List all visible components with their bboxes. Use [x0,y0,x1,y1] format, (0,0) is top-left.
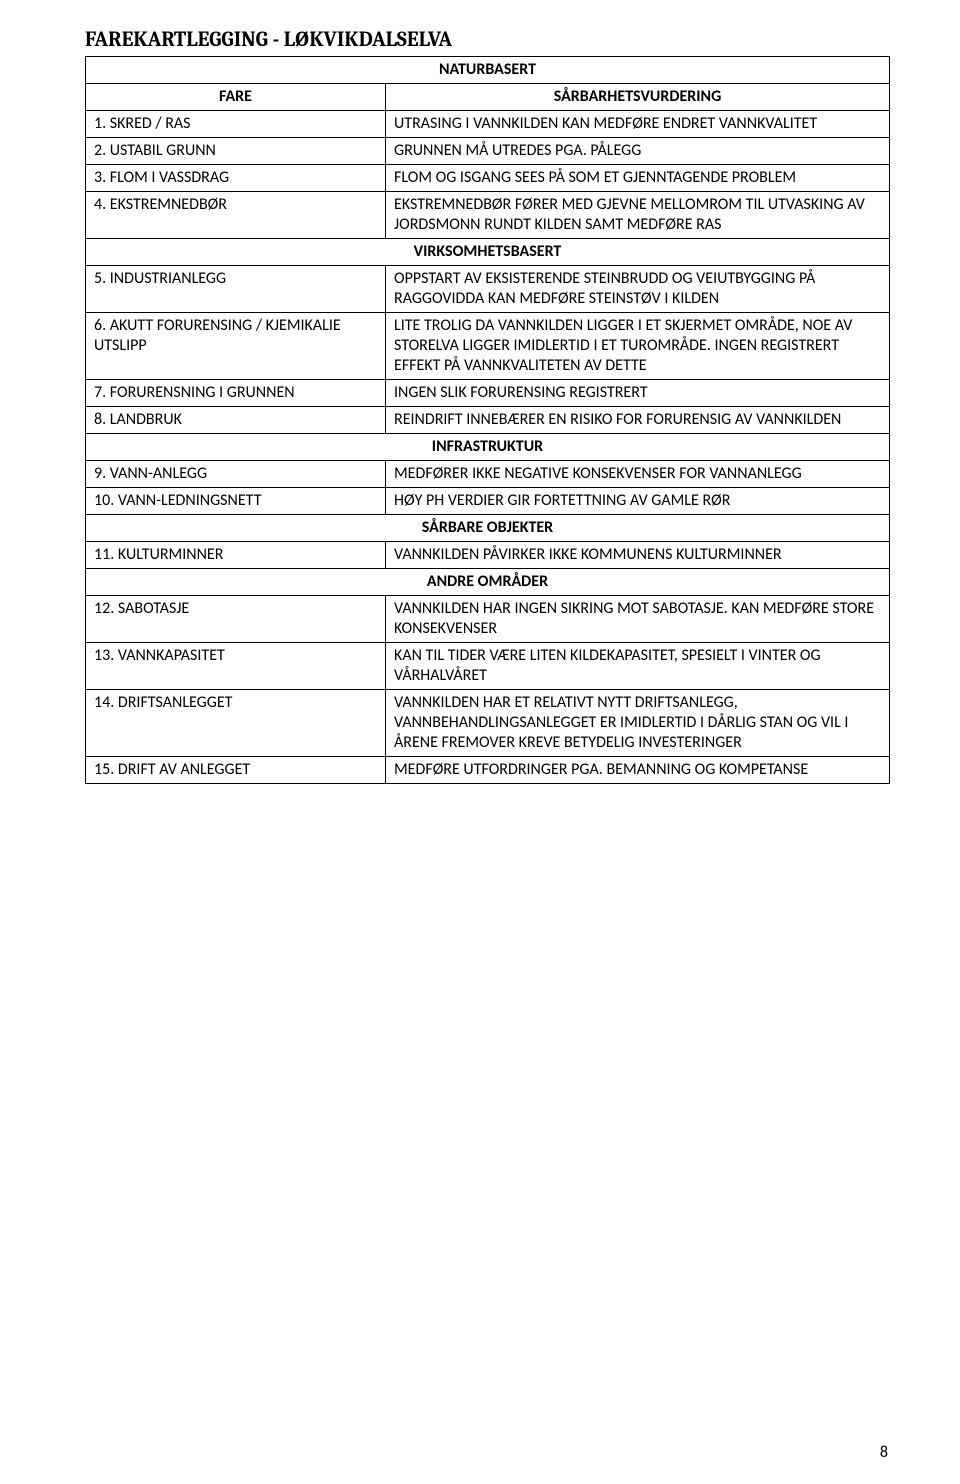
row-label: 4. EKSTREMNEDBØR [86,192,386,239]
document-page: FAREKARTLEGGING - LØKVIKDALSELVA NATURBA… [0,0,960,1484]
row-label: 14. DRIFTSANLEGGET [86,690,386,757]
row-text: FLOM OG ISGANG SEES PÅ SOM ET GJENNTAGEN… [386,165,890,192]
table-row: 14. DRIFTSANLEGGET VANNKILDEN HAR ET REL… [86,690,890,757]
column-header-saar: SÅRBARHETSVURDERING [386,84,890,111]
page-number: 8 [880,1443,888,1462]
row-label: 12. SABOTASJE [86,596,386,643]
row-text: OPPSTART AV EKSISTERENDE STEINBRUDD OG V… [386,266,890,313]
row-text: MEDFØRER IKKE NEGATIVE KONSEKVENSER FOR … [386,461,890,488]
table-row: 5. INDUSTRIANLEGG OPPSTART AV EKSISTEREN… [86,266,890,313]
row-label: 13. VANNKAPASITET [86,643,386,690]
row-label: 15. DRIFT AV ANLEGGET [86,757,386,784]
row-text: REINDRIFT INNEBÆRER EN RISIKO FOR FORURE… [386,407,890,434]
table-row: 12. SABOTASJE VANNKILDEN HAR INGEN SIKRI… [86,596,890,643]
page-title: FAREKARTLEGGING - LØKVIKDALSELVA [85,28,890,52]
section-row-infrastruktur: INFRASTRUKTUR [86,434,890,461]
table-row: 13. VANNKAPASITET KAN TIL TIDER VÆRE LIT… [86,643,890,690]
row-label: 1. SKRED / RAS [86,111,386,138]
row-text: VANNKILDEN PÅVIRKER IKKE KOMMUNENS KULTU… [386,542,890,569]
row-text: KAN TIL TIDER VÆRE LITEN KILDEKAPASITET,… [386,643,890,690]
table-row: 10. VANN-LEDNINGSNETT HØY PH VERDIER GIR… [86,488,890,515]
section-header-virksomhetsbasert: VIRKSOMHETSBASERT [86,239,890,266]
row-label: 5. INDUSTRIANLEGG [86,266,386,313]
section-row-virksomhetsbasert: VIRKSOMHETSBASERT [86,239,890,266]
row-label: 8. LANDBRUK [86,407,386,434]
table-row: 2. USTABIL GRUNN GRUNNEN MÅ UTREDES PGA.… [86,138,890,165]
row-text: LITE TROLIG DA VANNKILDEN LIGGER I ET SK… [386,313,890,380]
section-header-naturbasert: NATURBASERT [86,57,890,84]
table-row: 15. DRIFT AV ANLEGGET MEDFØRE UTFORDRING… [86,757,890,784]
row-text: INGEN SLIK FORURENSING REGISTRERT [386,380,890,407]
row-text: VANNKILDEN HAR ET RELATIVT NYTT DRIFTSAN… [386,690,890,757]
row-text: MEDFØRE UTFORDRINGER PGA. BEMANNING OG K… [386,757,890,784]
section-row-naturbasert: NATURBASERT [86,57,890,84]
table-row: 4. EKSTREMNEDBØR EKSTREMNEDBØR FØRER MED… [86,192,890,239]
row-label: 6. AKUTT FORURENSING / KJEMIKALIE UTSLIP… [86,313,386,380]
row-text: VANNKILDEN HAR INGEN SIKRING MOT SABOTAS… [386,596,890,643]
table-row: 1. SKRED / RAS UTRASING I VANNKILDEN KAN… [86,111,890,138]
row-label: 9. VANN-ANLEGG [86,461,386,488]
row-label: 10. VANN-LEDNINGSNETT [86,488,386,515]
table-row: 8. LANDBRUK REINDRIFT INNEBÆRER EN RISIK… [86,407,890,434]
table-row: 11. KULTURMINNER VANNKILDEN PÅVIRKER IKK… [86,542,890,569]
section-header-andre: ANDRE OMRÅDER [86,569,890,596]
section-header-sarbare: SÅRBARE OBJEKTER [86,515,890,542]
section-row-andre: ANDRE OMRÅDER [86,569,890,596]
hazard-table: NATURBASERT FARE SÅRBARHETSVURDERING 1. … [85,56,890,784]
row-text: HØY PH VERDIER GIR FORTETTNING AV GAMLE … [386,488,890,515]
table-row: 7. FORURENSNING I GRUNNEN INGEN SLIK FOR… [86,380,890,407]
row-text: UTRASING I VANNKILDEN KAN MEDFØRE ENDRET… [386,111,890,138]
row-text: GRUNNEN MÅ UTREDES PGA. PÅLEGG [386,138,890,165]
row-label: 2. USTABIL GRUNN [86,138,386,165]
row-label: 11. KULTURMINNER [86,542,386,569]
table-row: 9. VANN-ANLEGG MEDFØRER IKKE NEGATIVE KO… [86,461,890,488]
table-row: 3. FLOM I VASSDRAG FLOM OG ISGANG SEES P… [86,165,890,192]
section-header-infrastruktur: INFRASTRUKTUR [86,434,890,461]
section-row-sarbare: SÅRBARE OBJEKTER [86,515,890,542]
column-header-fare: FARE [86,84,386,111]
table-row: 6. AKUTT FORURENSING / KJEMIKALIE UTSLIP… [86,313,890,380]
row-label: 7. FORURENSNING I GRUNNEN [86,380,386,407]
row-text: EKSTREMNEDBØR FØRER MED GJEVNE MELLOMROM… [386,192,890,239]
row-label: 3. FLOM I VASSDRAG [86,165,386,192]
column-header-row: FARE SÅRBARHETSVURDERING [86,84,890,111]
